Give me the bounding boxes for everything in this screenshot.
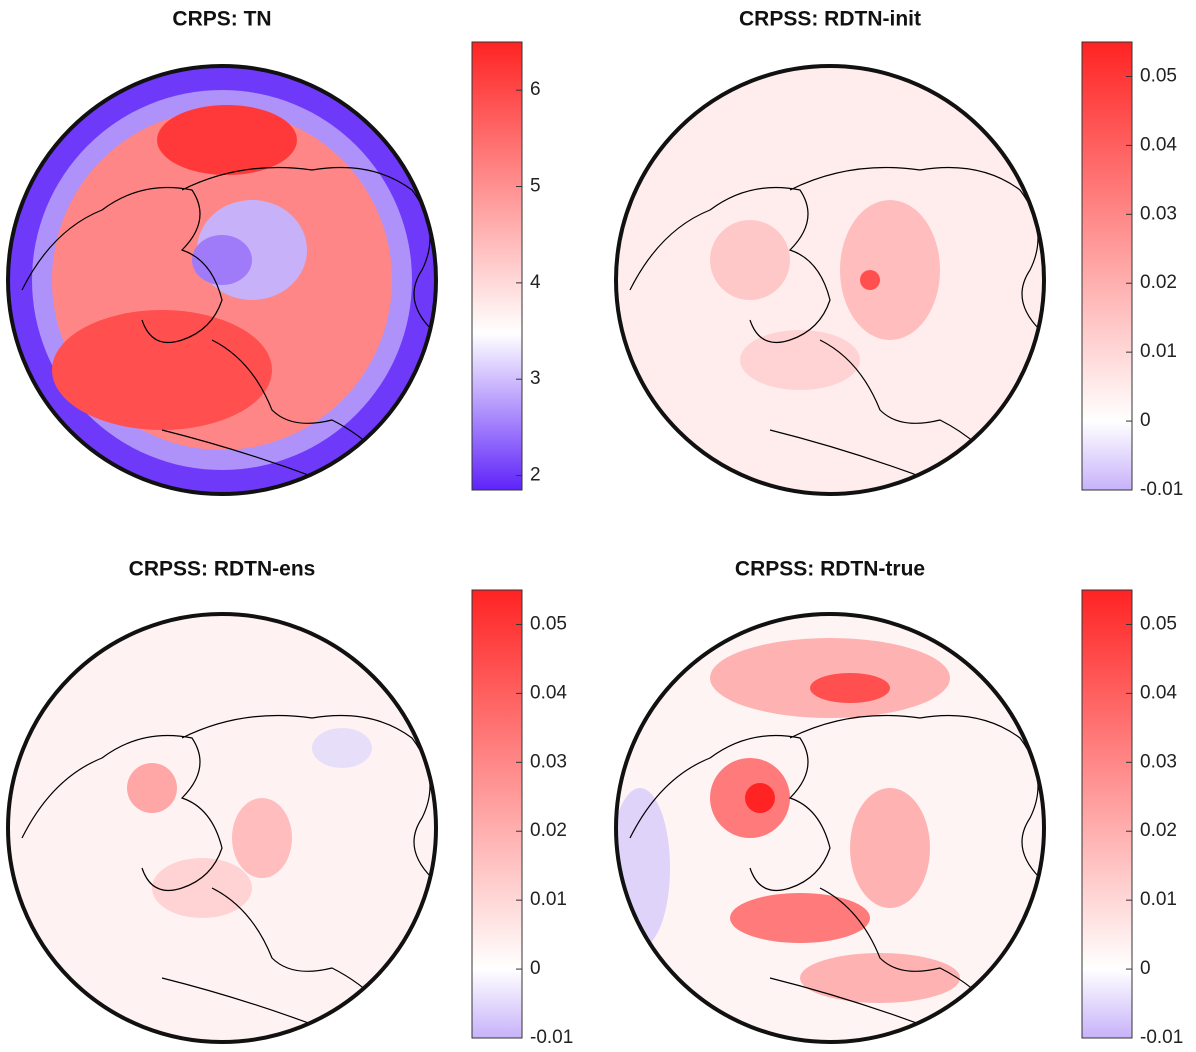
field-contour [52,310,272,430]
field-contour [745,783,775,813]
colorbar-tick-label: 0.05 [1140,65,1177,86]
colorbar-tick-label: 0.02 [530,820,567,841]
map-frame [614,612,1046,1044]
map-panel: CRPS: TN 2 3 4 5 6 [6,8,541,496]
field-contour [730,893,870,943]
map-field [8,614,436,1042]
colorbar-tick-label: 5 [530,176,541,197]
coastline [629,166,1041,484]
map-field [8,66,436,494]
panel-title: CRPSS: RDTN-true [735,558,925,581]
field-contour [8,614,436,1042]
colorbar [1081,589,1133,1039]
field-contour [616,614,1044,1042]
field-contour [127,763,177,813]
colorbar-tick-label: 3 [530,368,541,389]
map-panel: CRPSS: RDTN-true -0.01 0 0.01 0.02 0.03 0.04 0.… [614,558,1183,1048]
colorbar-tick-label: 0 [1140,410,1151,431]
map-frame [614,64,1046,496]
coastline [21,714,433,1032]
colorbar [1081,41,1133,491]
coastline [629,714,1041,1032]
map-panel: CRPSS: RDTN-init -0.01 0 0.01 0.02 0.03 0.04 0.… [614,8,1183,500]
colorbar-tick-label: 0.03 [1140,203,1177,224]
panel-title: CRPSS: RDTN-ens [129,558,316,581]
field-contour [192,235,252,285]
map-field [616,66,1044,494]
colorbar-tick-label: -0.01 [1140,479,1183,500]
field-contour [740,330,860,390]
colorbar-tick-label: -0.01 [530,1027,573,1048]
colorbar-tick-label: 0.03 [1140,751,1177,772]
field-contour [616,66,1044,494]
colorbar-tick-label: 0.02 [1140,272,1177,293]
colorbar-tick-label: 0.01 [530,889,567,910]
field-contour [157,105,297,175]
colorbar-tick-label: 0.05 [1140,613,1177,634]
colorbar [471,589,523,1039]
field-contour [850,788,930,908]
colorbar-tick-label: 0.02 [1140,820,1177,841]
colorbar-tick-label: 0.05 [530,613,567,634]
coastline [21,166,433,484]
colorbar-tick-label: 0 [530,958,541,979]
colorbar-tick-label: 0.04 [1140,134,1177,155]
colorbar-tick-label: 0.04 [1140,682,1177,703]
colorbar [471,41,523,491]
field-contour [840,200,940,340]
field-contour [800,953,960,1003]
map-frame [6,64,438,496]
panel-title: CRPSS: RDTN-init [739,8,921,31]
field-contour [312,728,372,768]
field-contour [810,673,890,703]
field-contour [232,798,292,878]
map-panel: CRPSS: RDTN-ens -0.01 0 0.01 0.02 0.03 0.04 0.0… [6,558,573,1048]
panel-title: CRPS: TN [172,8,271,31]
colorbar-tick-label: 0.01 [1140,341,1177,362]
colorbar-tick-label: 0.04 [530,682,567,703]
colorbar-tick-label: 2 [530,465,541,486]
field-contour [710,220,790,300]
map-frame [6,612,438,1044]
colorbar-tick-label: 0.01 [1140,889,1177,910]
colorbar-tick-label: 4 [530,272,541,293]
colorbar-tick-label: 0.03 [530,751,567,772]
colorbar-tick-label: 6 [530,79,541,100]
map-field [616,614,1044,1042]
colorbar-tick-label: 0 [1140,958,1151,979]
field-contour [152,858,252,918]
field-contour [860,270,880,290]
colorbar-tick-label: -0.01 [1140,1027,1183,1048]
